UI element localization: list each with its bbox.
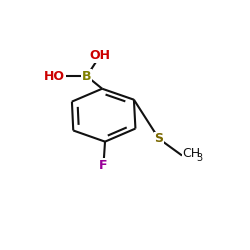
Text: F: F [99,159,108,172]
Text: 3: 3 [196,154,202,164]
Text: S: S [154,132,164,145]
Text: HO: HO [44,70,65,83]
Text: CH: CH [182,147,200,160]
Text: OH: OH [90,49,111,62]
Text: B: B [82,70,92,83]
